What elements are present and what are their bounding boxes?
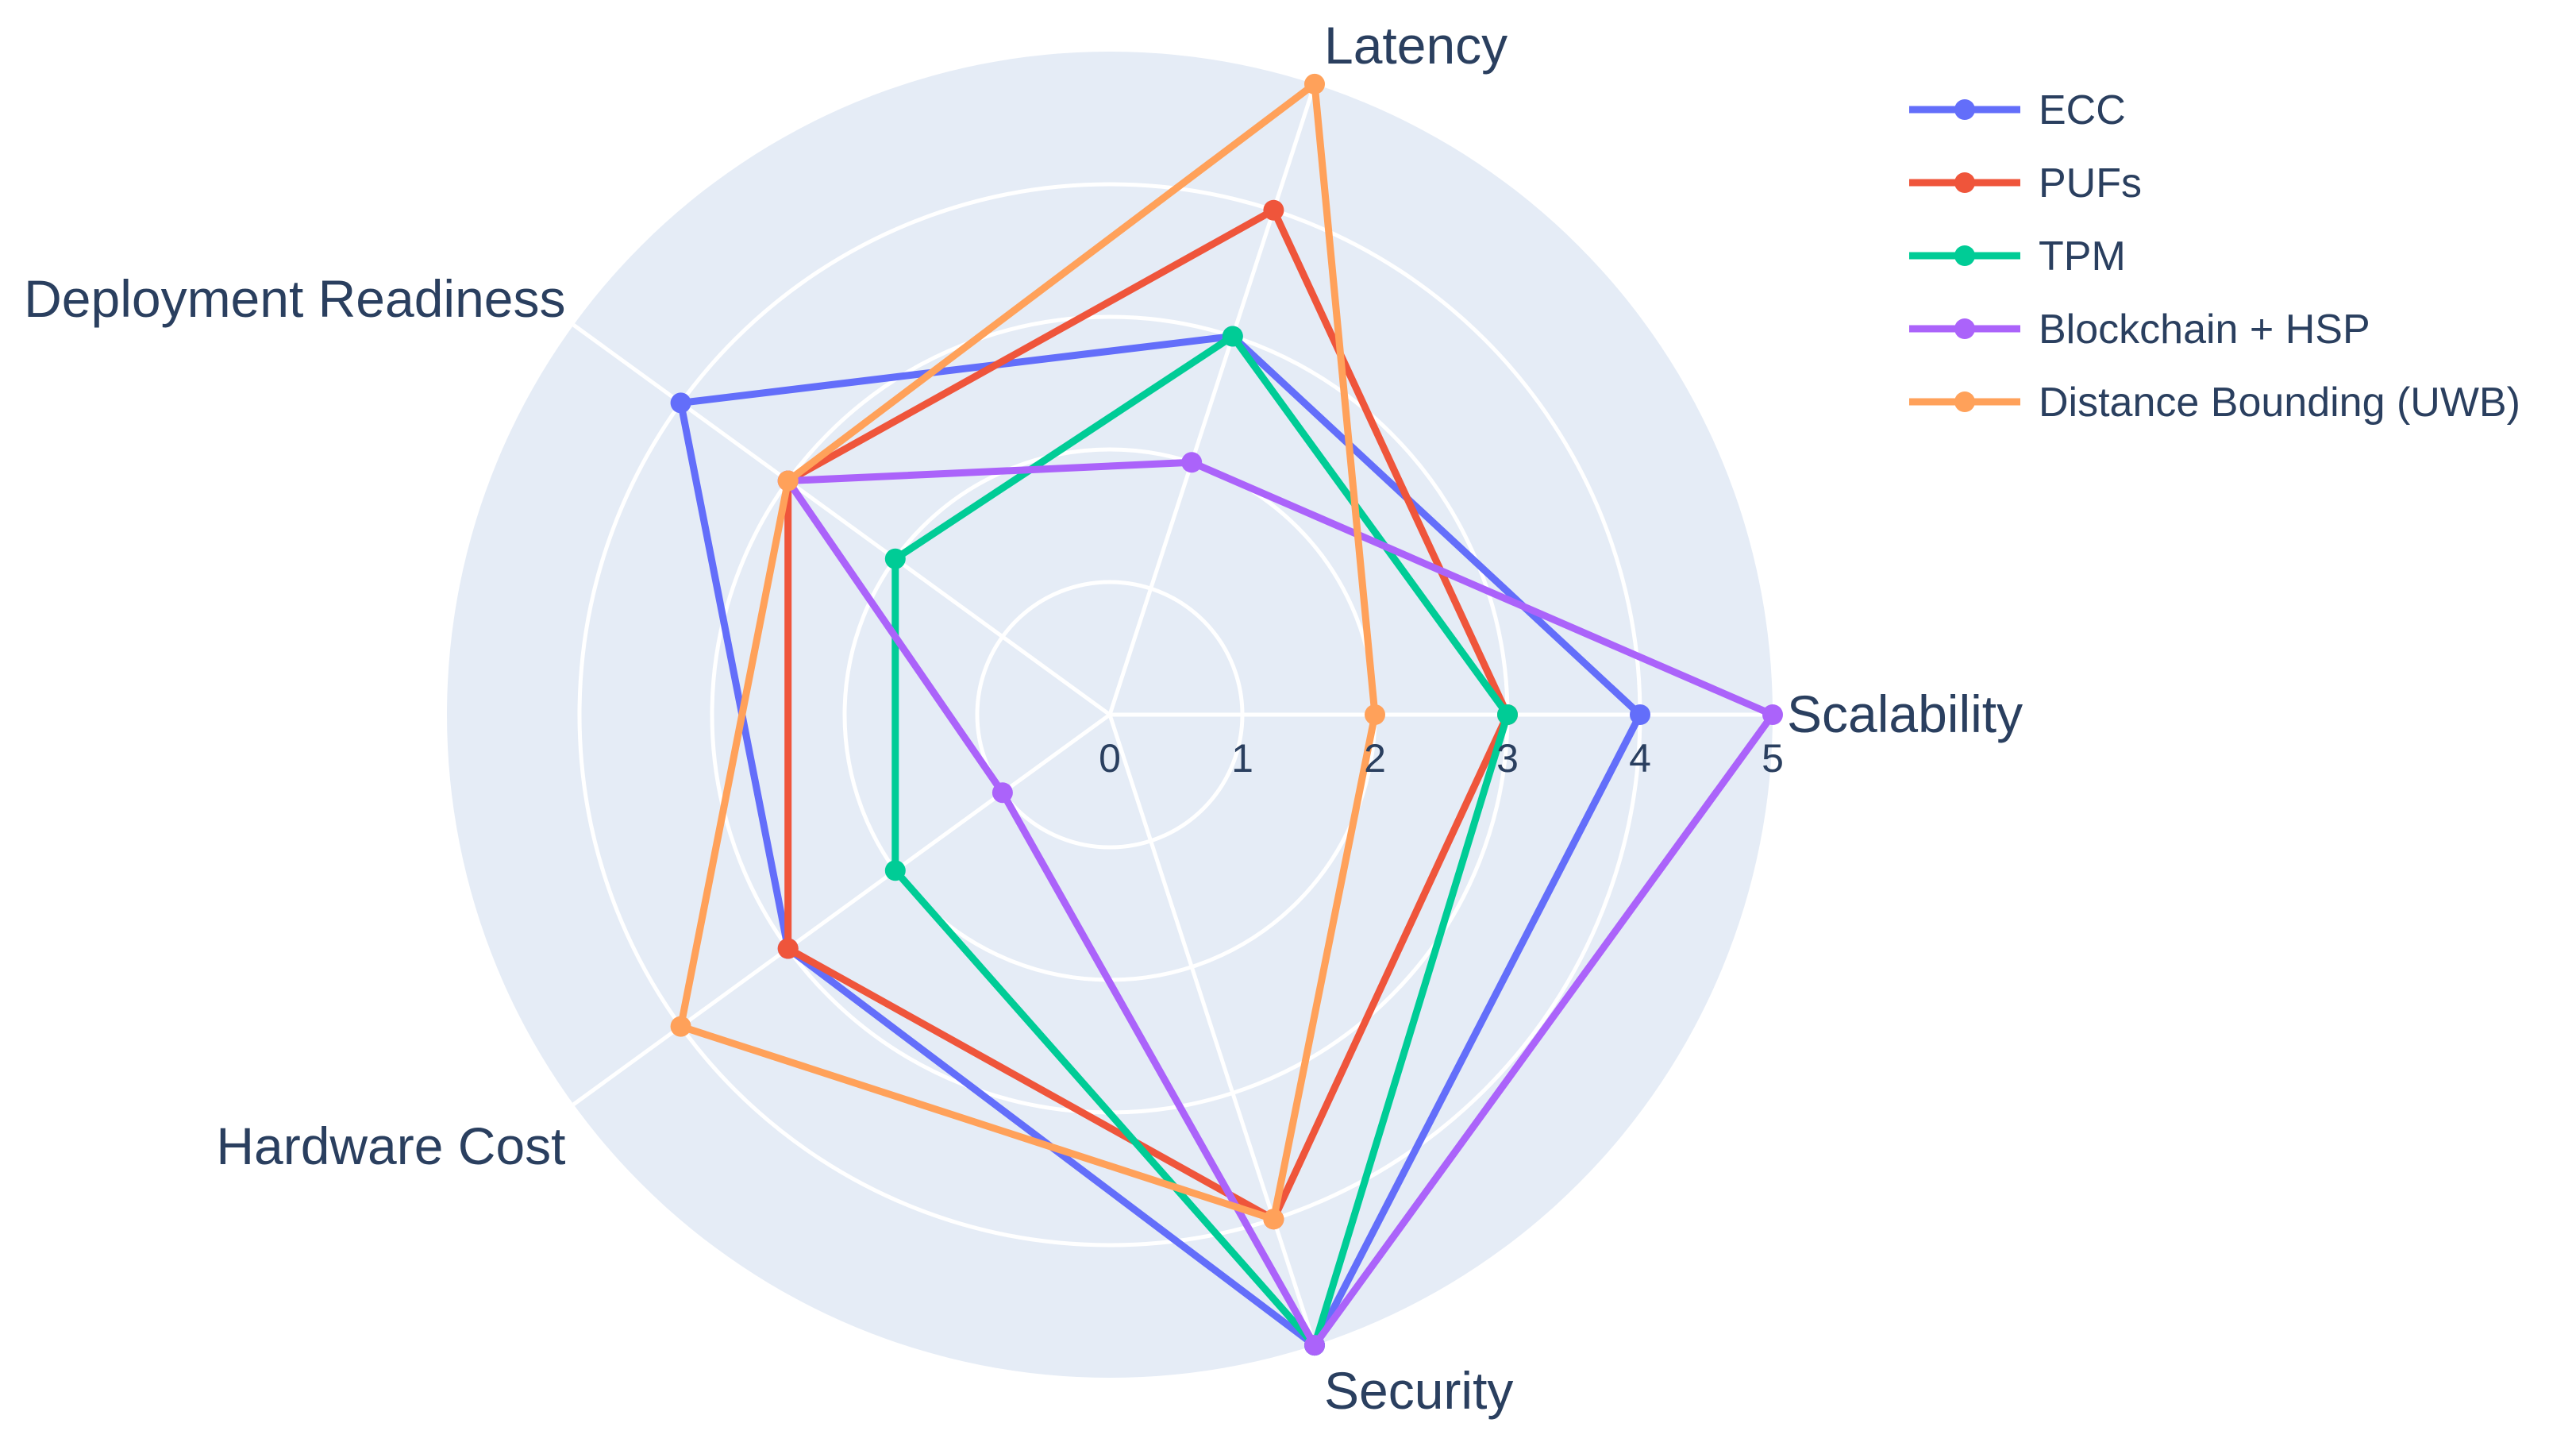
axis-label-deployment-readiness: Deployment Readiness [24,269,565,328]
data-point [1263,1209,1284,1230]
series-line [677,80,1379,1223]
legend-swatch-marker [1954,391,1975,412]
data-point [1365,704,1385,725]
data-point [1304,73,1325,94]
legend-label: TPM [2039,233,2126,280]
radial-tick-label: 0 [1099,736,1121,781]
data-point [1222,326,1243,347]
radial-tick-label: 4 [1629,736,1651,781]
data-point [777,470,799,492]
axis-label-scalability: Scalability [1787,685,2023,743]
legend-label: ECC [2039,87,2126,133]
data-point [992,782,1013,804]
data-point [1762,704,1783,725]
axis-label-hardware-cost: Hardware Cost [216,1116,565,1175]
radial-tick-label: 2 [1364,736,1386,781]
data-point [670,392,691,414]
axis-label-latency: Latency [1324,16,1507,75]
legend-swatch-marker [1954,318,1975,339]
radial-tick-label: 1 [1231,736,1253,781]
data-point [884,548,906,569]
data-point [1181,452,1203,473]
grid-spoke [1107,83,1317,715]
data-point [884,860,906,881]
legend-label: PUFs [2039,160,2142,206]
radial-tick-label: 3 [1496,736,1519,781]
legend-item-blockchain-hsp[interactable]: Blockchain + HSP [1909,307,2370,353]
series-line [891,333,1511,1349]
series-line [677,333,1644,1349]
series-layer [670,73,1783,1356]
legend-item-ecc[interactable]: ECC [1909,87,2126,133]
legend-label: Blockchain + HSP [2039,307,2370,353]
legend-swatch-marker [1954,172,1975,193]
grid-spoke [572,712,1111,1106]
radial-ticks: 0 1 2 3 4 5 [1099,736,1784,781]
series-distance-bounding-uwb- [670,73,1385,1230]
axis-labels: Scalability Latency Deployment Readiness Ha… [24,16,2023,1420]
legend-swatch-marker [1954,245,1975,266]
data-point [1263,199,1284,221]
legend-label: Distance Bounding (UWB) [2039,380,2520,426]
legend-swatch-marker [1954,99,1975,120]
data-point [1497,704,1518,725]
data-point [1630,704,1650,725]
legend-item-distance-bounding-uwb-[interactable]: Distance Bounding (UWB) [1909,380,2520,426]
series-line [784,458,1777,1349]
axis-label-security: Security [1324,1361,1513,1420]
grid-spoke [1107,714,1317,1346]
radial-tick-label: 5 [1762,736,1784,781]
data-point [1304,1335,1325,1356]
data-point [670,1016,691,1037]
grid-spoke [572,323,1111,717]
legend-item-tpm[interactable]: TPM [1909,233,2126,280]
data-point [777,938,799,959]
legend[interactable]: ECC PUFs TPM Blockchain + HSP Distance Bound… [1909,87,2520,426]
legend-item-pufs[interactable]: PUFs [1909,160,2142,206]
series-line [784,206,1511,1223]
